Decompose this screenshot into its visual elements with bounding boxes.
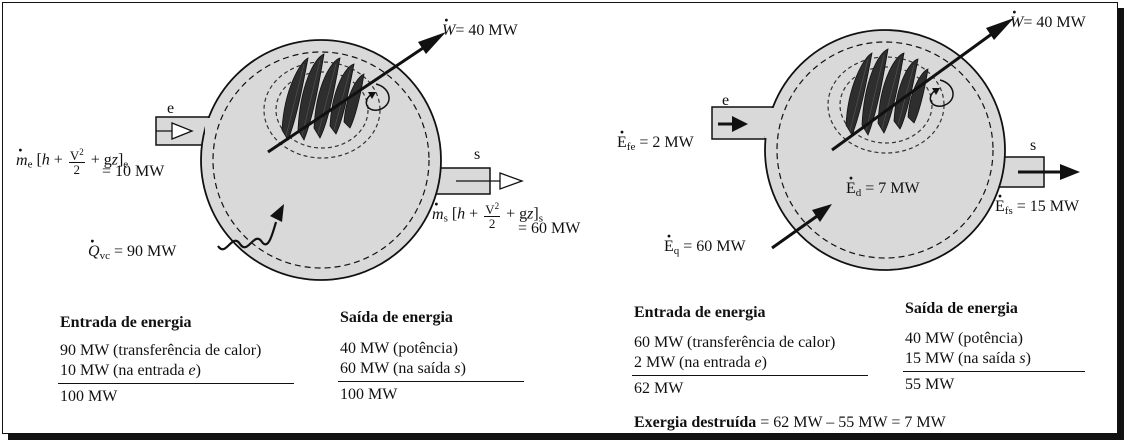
left-out-header: Saída de energia (340, 309, 453, 326)
right-ed-label: Ed = 7 MW (846, 180, 920, 202)
right-efs-label: Efs = 15 MW (995, 198, 1079, 220)
left-heat-arrow-icon (217, 204, 284, 251)
left-in-rule (58, 383, 294, 384)
right-in-row2: 2 MW (na entrada e) (634, 354, 767, 371)
right-efe-label: Efe = 2 MW (617, 134, 694, 156)
right-eq-arrow-icon (771, 204, 832, 250)
left-out-row2: 60 MW (na saída s) (340, 360, 466, 377)
right-outlet-letter: s (1030, 137, 1037, 154)
left-inlet-arrow-icon (156, 122, 194, 140)
left-in-row2: 10 MW (na entrada e) (60, 362, 201, 379)
left-work-label: W= 40 MW (442, 22, 518, 40)
right-eq-label: Eq = 60 MW (664, 238, 746, 260)
right-inlet-letter: e (722, 92, 730, 109)
exergy-destroyed-line: Exergia destruída = 62 MW – 55 MW = 7 MW (634, 414, 946, 431)
left-outlet-letter: s (474, 146, 481, 163)
left-in-row1: 90 MW (transferência de calor) (60, 342, 262, 359)
right-outlet-arrow-icon (1018, 164, 1080, 180)
right-in-rule (632, 375, 868, 376)
left-inlet-flow-expression: me [h + V22 + gz]e (16, 146, 128, 176)
left-in-total: 100 MW (60, 388, 118, 405)
right-out-header: Saída de energia (905, 300, 1018, 317)
left-inlet-flow-value: = 10 MW (102, 163, 165, 180)
right-shaft (831, 26, 1001, 152)
right-in-total: 62 MW (634, 380, 684, 397)
left-shaft (267, 40, 433, 154)
right-in-header: Entrada de energia (634, 304, 766, 321)
left-in-header: Entrada de energia (60, 314, 192, 331)
left-out-rule (338, 381, 524, 382)
left-outlet-flow-value: = 60 MW (518, 220, 581, 237)
left-out-row1: 40 MW (potência) (340, 340, 458, 357)
left-inlet-letter: e (167, 100, 175, 117)
left-rotation-icon (365, 83, 390, 111)
right-out-total: 55 MW (905, 376, 955, 393)
right-out-row1: 40 MW (potência) (905, 330, 1023, 347)
left-outlet-arrow-icon (456, 172, 524, 190)
left-out-total: 100 MW (340, 386, 398, 403)
left-heat-label: Qvc = 90 MW (88, 243, 176, 265)
right-inlet-arrow-icon (718, 116, 748, 132)
right-in-row1: 60 MW (transferência de calor) (634, 334, 836, 351)
right-work-arrow-icon (986, 18, 1014, 40)
left-vessel (155, 39, 491, 281)
left-outlet-flow-expression: ms [h + V22 + gz]s (432, 200, 543, 230)
right-out-rule (903, 371, 1085, 372)
right-out-row2: 15 MW (na saída s) (905, 350, 1031, 367)
right-work-label: W= 40 MW (1010, 14, 1086, 32)
left-work-arrow-icon (418, 32, 446, 54)
right-rotation-icon (929, 79, 954, 107)
